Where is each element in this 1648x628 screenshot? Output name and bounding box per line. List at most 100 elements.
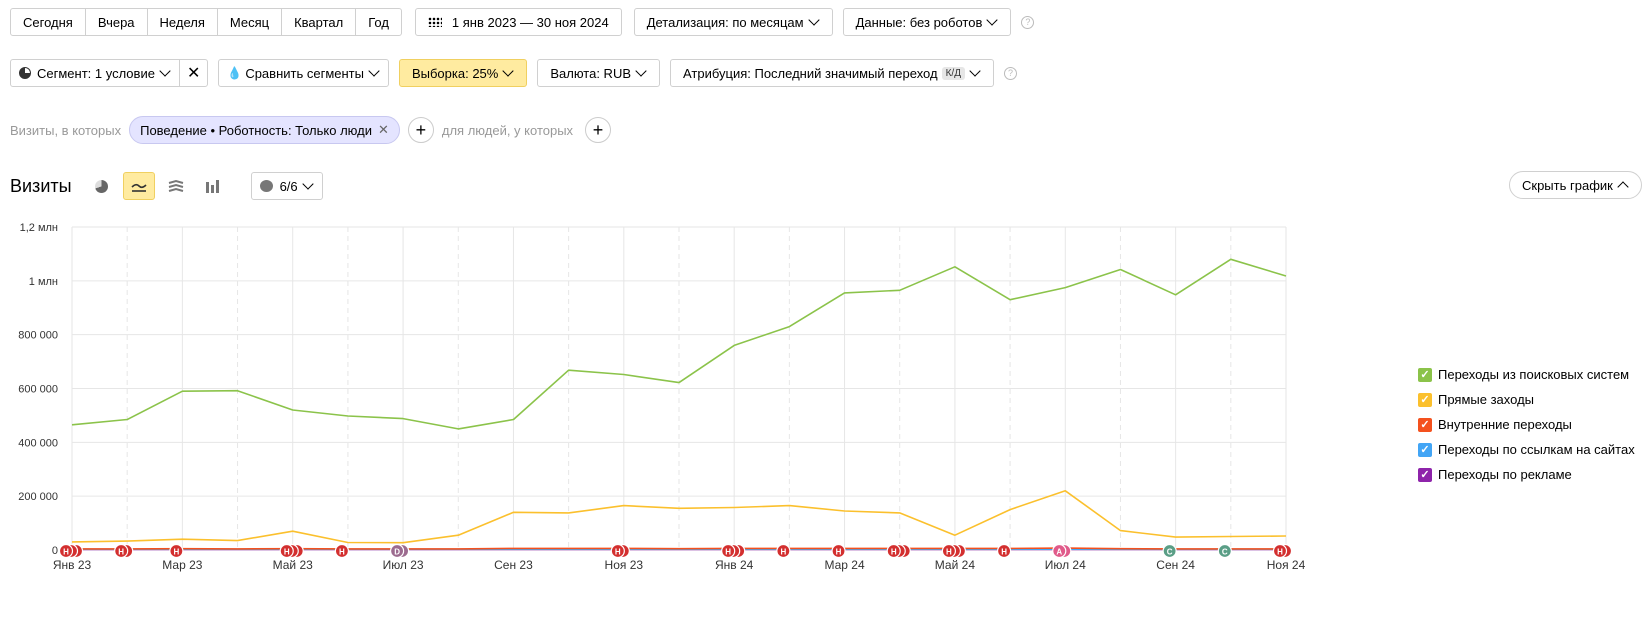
annotation-marker-circle[interactable] xyxy=(776,543,791,559)
pie-chart-icon[interactable] xyxy=(86,172,118,200)
annotation-marker-circle[interactable] xyxy=(721,543,736,559)
annotation-marker[interactable]: С xyxy=(1217,543,1232,559)
legend-label: Прямые заходы xyxy=(1438,392,1535,407)
annotation-marker[interactable]: Н xyxy=(1272,543,1288,559)
annotation-marker-circle[interactable] xyxy=(169,543,184,559)
annotation-marker[interactable]: Н xyxy=(610,543,625,559)
annotation-marker[interactable]: Н xyxy=(831,543,846,559)
period-today-button[interactable]: Сегодня xyxy=(10,8,86,36)
currency-dropdown[interactable]: Валюта: RUB xyxy=(537,59,661,87)
legend-label: Переходы по рекламе xyxy=(1438,467,1572,482)
hide-chart-button[interactable]: Скрыть график xyxy=(1509,171,1642,199)
filter-row: Визиты, в которых Поведение • Роботность… xyxy=(10,116,612,144)
annotation-marker[interactable]: Н xyxy=(886,543,901,559)
line-chart-icon[interactable] xyxy=(122,172,155,200)
compare-segments-dropdown[interactable]: 💧 Сравнить сегменты xyxy=(218,59,389,87)
x-tick-label: Май 23 xyxy=(273,558,314,572)
legend-item-direct[interactable]: ✓ Прямые заходы xyxy=(1418,387,1635,412)
period-yesterday-button[interactable]: Вчера xyxy=(84,8,148,36)
period-year-button[interactable]: Год xyxy=(355,8,402,36)
filter-chip[interactable]: Поведение • Роботность: Только люди ✕ xyxy=(129,116,400,144)
legend-label: Переходы из поисковых систем xyxy=(1438,367,1630,382)
date-range-button[interactable]: 1 янв 2023 — 30 ноя 2024 xyxy=(414,8,622,36)
annotation-marker[interactable]: D xyxy=(389,543,405,559)
annotation-marker-circle[interactable] xyxy=(1162,543,1177,559)
annotation-marker-circle[interactable] xyxy=(334,543,350,559)
annotation-marker[interactable]: Н xyxy=(334,543,350,559)
data-label: Данные: без роботов xyxy=(855,14,983,30)
add-people-filter-button[interactable]: + xyxy=(585,117,612,143)
annotation-marker[interactable]: Н xyxy=(169,543,184,559)
x-tick-label: Ноя 24 xyxy=(1267,558,1306,572)
annotation-marker[interactable]: А xyxy=(1052,543,1067,559)
annotations-count: 6/6 xyxy=(279,178,298,194)
x-tick-label: Сен 24 xyxy=(1156,558,1195,572)
annotation-marker-circle[interactable] xyxy=(279,543,294,559)
annotation-marker-circle[interactable] xyxy=(1217,543,1232,559)
annotations-dropdown[interactable]: 6/6 xyxy=(250,172,323,200)
annotation-marker[interactable]: Н xyxy=(114,543,129,559)
sample-dropdown[interactable]: Выборка: 25% xyxy=(398,59,528,87)
y-tick-label: 0 xyxy=(52,545,58,557)
annotation-marker-circle[interactable] xyxy=(58,543,74,559)
period-quarter-button[interactable]: Квартал xyxy=(281,8,357,36)
detail-label: Детализация: по месяцам xyxy=(646,14,804,30)
series-line xyxy=(71,258,1287,430)
help-icon[interactable]: ? xyxy=(1003,66,1017,80)
help-icon[interactable]: ? xyxy=(1021,15,1035,29)
annotation-marker-circle[interactable] xyxy=(610,543,625,559)
checkbox-icon[interactable]: ✓ xyxy=(1418,367,1432,382)
x-tick-label: Ноя 23 xyxy=(605,558,644,572)
bar-chart-icon[interactable] xyxy=(197,172,229,200)
annotation-marker-circle[interactable] xyxy=(996,543,1012,559)
annotation-marker-circle[interactable] xyxy=(1052,543,1067,559)
area-chart-icon[interactable] xyxy=(160,172,192,200)
attribution-dropdown[interactable]: Атрибуция: Последний значимый переход К/… xyxy=(670,59,994,87)
legend-label: Переходы по ссылкам на сайтах xyxy=(1438,442,1635,457)
annotation-marker[interactable]: Н xyxy=(776,543,791,559)
people-filter-label: для людей, у которых xyxy=(441,122,574,138)
close-icon[interactable]: ✕ xyxy=(377,122,389,137)
x-tick-label: Янв 24 xyxy=(715,558,754,572)
add-visit-filter-button[interactable]: + xyxy=(407,117,434,143)
annotation-marker-letter: А xyxy=(1056,548,1062,557)
annotation-marker-circle[interactable] xyxy=(831,543,846,559)
legend-item-search[interactable]: ✓ Переходы из поисковых систем xyxy=(1418,362,1635,387)
annotation-marker[interactable]: Н xyxy=(721,543,736,559)
annotation-marker-letter: Н xyxy=(1277,548,1283,557)
checkbox-icon[interactable]: ✓ xyxy=(1418,442,1432,457)
chart-title: Визиты xyxy=(10,175,72,196)
annotation-marker-letter: Н xyxy=(780,548,786,557)
annotation-marker[interactable]: Н xyxy=(941,543,957,559)
legend-item-links[interactable]: ✓ Переходы по ссылкам на сайтах xyxy=(1418,437,1635,462)
checkbox-icon[interactable]: ✓ xyxy=(1418,392,1432,407)
y-tick-label: 200 000 xyxy=(18,491,58,503)
annotation-marker[interactable]: Н xyxy=(279,543,294,559)
chart-header: Визиты 6/6 xyxy=(10,172,323,200)
annotation-marker-circle[interactable] xyxy=(941,543,957,559)
y-tick-label: 800 000 xyxy=(18,330,58,342)
period-week-button[interactable]: Неделя xyxy=(146,8,218,36)
chevron-down-icon xyxy=(635,65,647,77)
segment-dropdown[interactable]: Сегмент: 1 условие xyxy=(10,59,180,87)
legend-item-internal[interactable]: ✓ Внутренние переходы xyxy=(1418,412,1635,437)
annotation-marker-letter: С xyxy=(1222,548,1228,557)
annotation-marker-circle[interactable] xyxy=(114,543,129,559)
annotation-marker[interactable]: Н xyxy=(58,543,74,559)
period-month-button[interactable]: Месяц xyxy=(216,8,283,36)
annotation-marker-letter: Н xyxy=(946,548,952,557)
legend-item-ads[interactable]: ✓ Переходы по рекламе xyxy=(1418,462,1635,487)
annotation-marker-circle[interactable] xyxy=(389,543,405,559)
checkbox-icon[interactable]: ✓ xyxy=(1418,467,1432,482)
segment-group: Сегмент: 1 условие ✕ xyxy=(10,59,209,87)
checkbox-icon[interactable]: ✓ xyxy=(1418,417,1432,432)
annotation-marker[interactable]: Н xyxy=(996,543,1012,559)
data-dropdown[interactable]: Данные: без роботов xyxy=(842,8,1012,36)
annotation-marker-circle[interactable] xyxy=(886,543,901,559)
segment-clear-button[interactable]: ✕ xyxy=(178,59,209,87)
annotation-marker-letter: Н xyxy=(339,548,345,557)
chevron-down-icon xyxy=(368,65,380,77)
annotation-marker-circle[interactable] xyxy=(1272,543,1288,559)
annotation-marker[interactable]: С xyxy=(1162,543,1177,559)
detail-dropdown[interactable]: Детализация: по месяцам xyxy=(633,8,833,36)
